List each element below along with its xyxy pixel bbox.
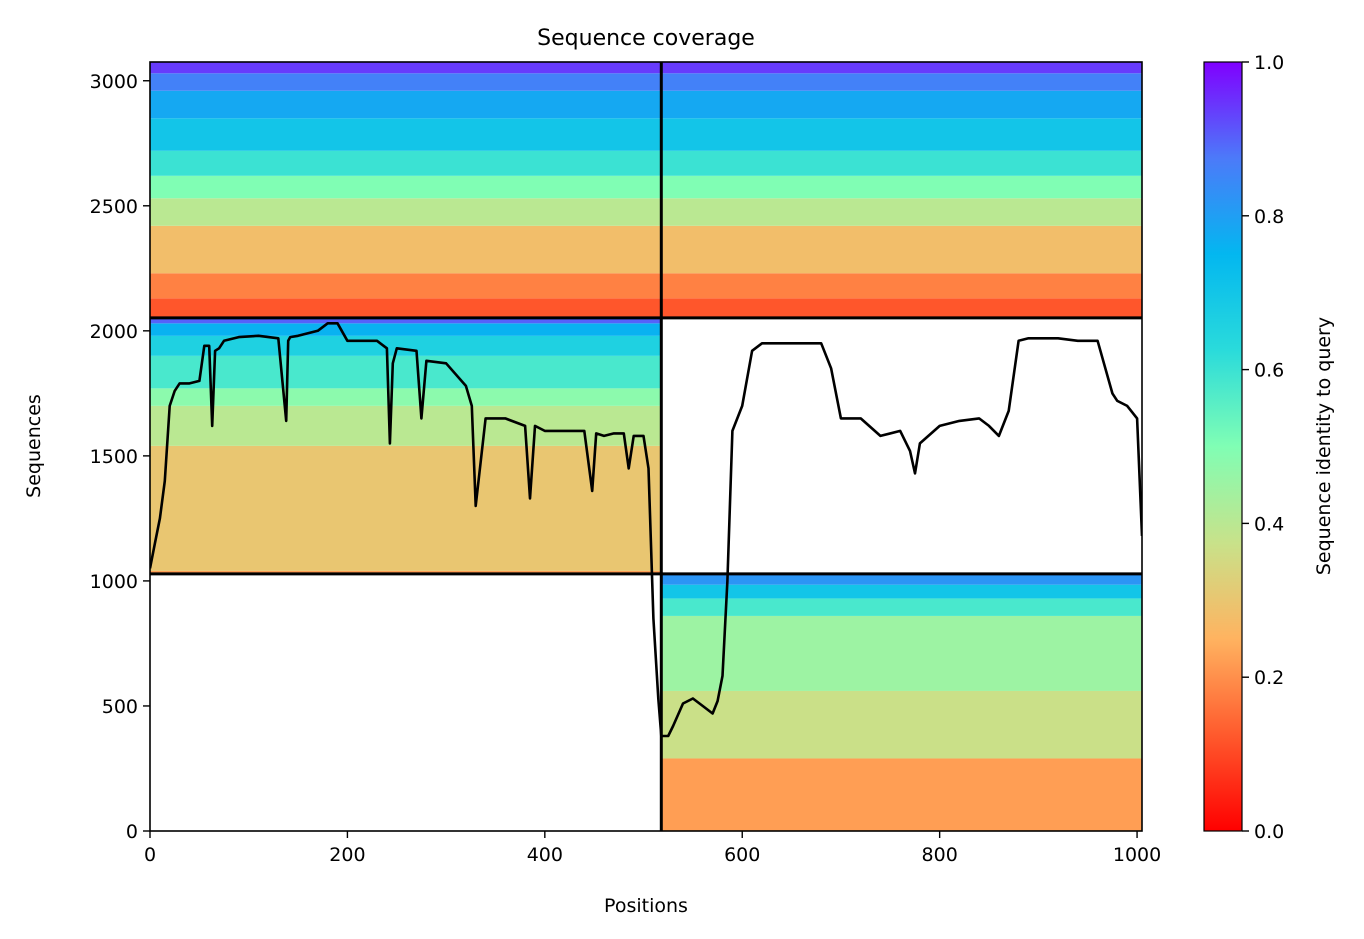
chain-2-msa-band — [661, 598, 1142, 616]
coverage-line — [150, 321, 1142, 738]
colorbar — [1203, 61, 1243, 832]
paired-msa-band — [150, 175, 1142, 199]
x-tick-label: 600 — [724, 844, 760, 866]
paired-msa-band — [150, 225, 1142, 274]
y-tick-label: 1500 — [90, 446, 138, 468]
colorbar-tick-label: 0.2 — [1254, 667, 1284, 689]
paired-msa-band — [150, 90, 1142, 119]
paired-msa-band — [150, 73, 1142, 91]
x-tick-label: 0 — [144, 844, 156, 866]
paired-msa-band — [150, 273, 1142, 299]
x-tick-label: 800 — [922, 844, 958, 866]
x-axis-ticks: 0 200 400 600 800 1000 — [144, 831, 1161, 866]
paired-msa-band — [150, 298, 1142, 318]
chain-1-msa-band — [150, 388, 662, 406]
colorbar-tick-label: 0.0 — [1254, 821, 1284, 843]
x-tick-label: 1000 — [1113, 844, 1161, 866]
y-tick-label: 0 — [126, 821, 138, 843]
colorbar-tick-label: 0.4 — [1254, 513, 1284, 535]
coverage-line-layer — [150, 321, 1142, 738]
chart-title: Sequence coverage — [537, 26, 755, 51]
x-tick-label: 200 — [329, 844, 365, 866]
chain-2-msa-band — [661, 758, 1142, 831]
x-axis-label: Positions — [604, 895, 688, 917]
x-tick-label: 400 — [527, 844, 563, 866]
msa-dividers — [150, 62, 1142, 831]
y-tick-label: 3000 — [90, 71, 138, 93]
y-axis-ticks: 0 500 1000 1500 2000 2500 3000 — [90, 71, 150, 843]
chain-2-msa-band — [661, 690, 1142, 759]
colorbar-tick-label: 0.6 — [1254, 360, 1284, 382]
msa-heatmap — [150, 62, 1142, 831]
chain-2-msa-band — [661, 574, 1142, 585]
chain-2-msa-band — [661, 615, 1142, 691]
y-tick-label: 500 — [102, 696, 138, 718]
paired-msa-band — [150, 150, 1142, 176]
colorbar-label: Sequence identity to query — [1313, 317, 1335, 575]
chain-1-msa-band — [150, 355, 662, 389]
chain-2-msa-band — [661, 584, 1142, 599]
paired-msa-band — [150, 118, 1142, 151]
colorbar-ticks: 0.0 0.2 0.4 0.6 0.8 1.0 — [1242, 52, 1284, 843]
y-tick-label: 2000 — [90, 321, 138, 343]
plot-frame — [149, 61, 1143, 832]
y-axis-label: Sequences — [23, 394, 45, 498]
chain-1-msa-band — [150, 405, 662, 446]
y-tick-label: 2500 — [90, 196, 138, 218]
paired-msa-band — [150, 62, 1142, 74]
colorbar-tick-label: 1.0 — [1254, 52, 1284, 74]
colorbar-tick-label: 0.8 — [1254, 206, 1284, 228]
chain-1-msa-band — [150, 317, 662, 324]
chain-1-msa-band — [150, 445, 662, 571]
paired-msa-band — [150, 198, 1142, 226]
chain-1-msa-band — [150, 323, 662, 336]
y-tick-label: 1000 — [90, 571, 138, 593]
chain-1-msa-band — [150, 570, 662, 574]
